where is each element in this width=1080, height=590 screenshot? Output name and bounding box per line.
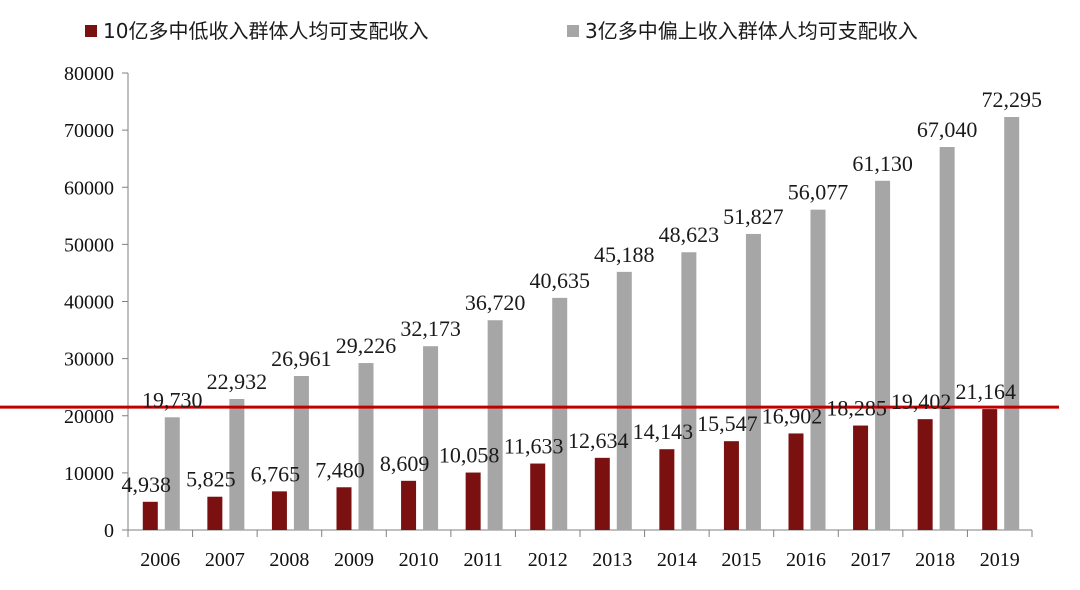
data-label-series-2: 32,173: [400, 316, 461, 341]
data-label-series-1: 14,143: [633, 419, 694, 444]
y-axis: 0 10000 20000 30000 40000 50000 60000 70000 8000…: [64, 63, 129, 542]
y-tick-label: 50000: [64, 234, 114, 256]
bar-series-2-2009: [358, 363, 374, 530]
x-tick-label: 2009: [334, 549, 374, 571]
data-label-series-1: 15,547: [697, 411, 758, 436]
x-tick-label: 2016: [786, 549, 826, 571]
data-labels: 4,938 5,825 6,765 7,480 8,609 10,058 11,633 12,…: [122, 87, 1042, 497]
legend-swatch-2: [567, 25, 579, 37]
bar-series-1-2006: [142, 501, 158, 530]
y-tick-label: 40000: [64, 292, 114, 314]
bar-series-1-2014: [659, 449, 675, 530]
data-label-series-2: 51,827: [723, 204, 784, 229]
x-tick-label: 2018: [915, 549, 955, 571]
data-label-series-1: 18,285: [826, 396, 887, 421]
x-tick-label: 2010: [399, 549, 439, 571]
x-tick-label: 2008: [269, 549, 309, 571]
bar-series-1-2008: [271, 491, 287, 530]
bar-series-2-2014: [681, 252, 697, 530]
data-label-series-1: 4,938: [122, 472, 172, 497]
legend-label-2: 3亿多中偏上收入群体人均可支配收入: [585, 19, 918, 43]
bar-series-2-2007: [229, 399, 245, 530]
data-label-series-1: 19,402: [891, 389, 952, 414]
x-tick-label: 2007: [205, 549, 245, 571]
data-label-series-1: 7,480: [315, 457, 365, 482]
bars: [142, 117, 1020, 531]
data-label-series-2: 40,635: [529, 268, 590, 293]
x-tick-label: 2012: [528, 549, 568, 571]
legend: 10亿多中低收入群体人均可支配收入 3亿多中偏上收入群体人均可支配收入: [85, 19, 918, 43]
bar-series-2-2016: [810, 209, 826, 530]
data-label-series-1: 5,825: [186, 467, 236, 492]
data-label-series-2: 22,932: [207, 369, 268, 394]
data-label-series-1: 21,164: [955, 379, 1016, 404]
data-label-series-1: 10,058: [439, 443, 500, 468]
y-tick-label: 80000: [64, 63, 114, 85]
bar-series-1-2015: [723, 441, 739, 530]
x-tick-label: 2013: [592, 549, 632, 571]
bar-series-2-2015: [745, 233, 761, 530]
data-label-series-2: 61,130: [852, 151, 913, 176]
bar-series-2-2017: [875, 180, 891, 531]
y-tick-label: 10000: [64, 463, 114, 485]
data-label-series-2: 48,623: [659, 222, 720, 247]
data-label-series-1: 11,633: [504, 434, 564, 459]
data-label-series-2: 26,961: [271, 346, 332, 371]
bar-series-1-2010: [401, 480, 417, 530]
data-label-series-2: 67,040: [917, 117, 978, 142]
x-tick-label: 2006: [140, 549, 180, 571]
legend-swatch-1: [85, 25, 97, 37]
data-label-series-2: 29,226: [336, 333, 397, 358]
y-tick-label: 70000: [64, 120, 114, 142]
x-axis: 2006 2007 2008 2009 2010 2011 2012 2013 2014 2015…: [127, 529, 1033, 571]
x-tick-label: 2019: [980, 549, 1020, 571]
bar-series-1-2013: [594, 457, 610, 530]
x-tick-label: 2015: [721, 549, 761, 571]
data-label-series-2: 72,295: [981, 87, 1042, 112]
bar-series-2-2013: [616, 271, 632, 530]
data-label-series-2: 56,077: [788, 180, 849, 205]
y-tick-label: 30000: [64, 349, 114, 371]
bar-series-1-2018: [917, 419, 933, 530]
data-label-series-1: 12,634: [568, 428, 629, 453]
bar-series-1-2011: [465, 472, 481, 530]
bar-series-1-2016: [788, 433, 804, 530]
data-label-series-1: 16,902: [762, 403, 823, 428]
y-tick-label: 20000: [64, 406, 114, 428]
data-label-series-1: 6,765: [251, 461, 301, 486]
data-label-series-2: 19,730: [142, 387, 203, 412]
bar-series-1-2007: [207, 496, 223, 530]
x-tick-label: 2011: [464, 549, 503, 571]
bar-series-1-2012: [530, 463, 546, 530]
bar-series-2-2018: [939, 147, 955, 530]
data-label-series-2: 45,188: [594, 242, 655, 267]
bar-series-2-2006: [164, 417, 180, 530]
bar-series-1-2019: [982, 409, 998, 530]
y-tick-label: 0: [104, 520, 114, 542]
legend-label-1: 10亿多中低收入群体人均可支配收入: [103, 19, 428, 43]
bar-series-2-2011: [487, 320, 503, 530]
bar-series-2-2010: [423, 346, 439, 530]
data-label-series-2: 36,720: [465, 290, 526, 315]
bar-series-2-2008: [293, 375, 309, 530]
bar-series-1-2017: [853, 425, 869, 530]
y-tick-label: 60000: [64, 177, 114, 199]
bar-series-1-2009: [336, 487, 352, 530]
bar-series-2-2012: [552, 297, 568, 530]
bar-series-2-2019: [1004, 117, 1020, 530]
x-tick-label: 2014: [657, 549, 697, 571]
data-label-series-1: 8,609: [380, 451, 430, 476]
x-tick-label: 2017: [851, 549, 891, 571]
